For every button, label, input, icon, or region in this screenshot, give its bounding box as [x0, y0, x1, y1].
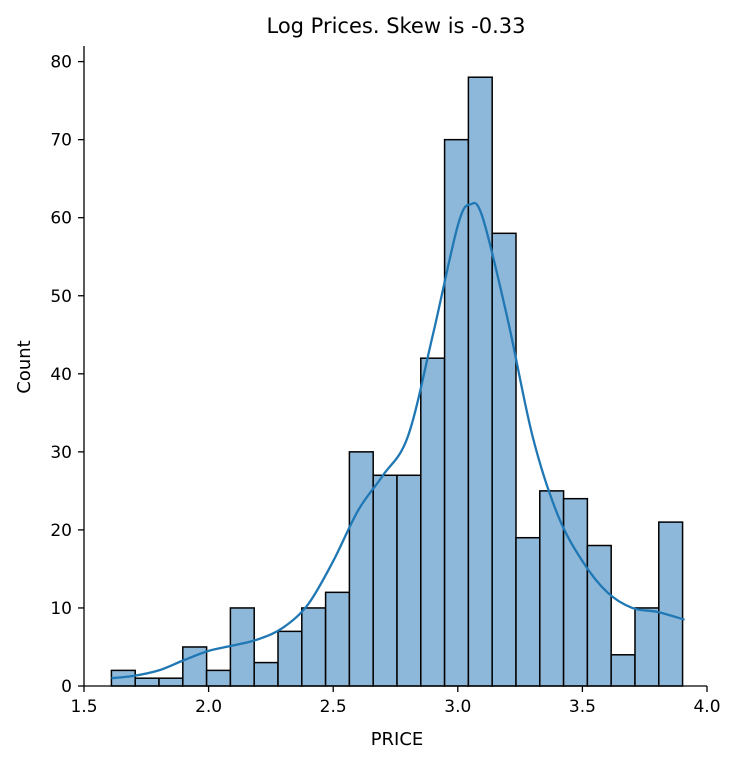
- histogram-bar: [515, 536, 541, 687]
- histogram-bar: [205, 669, 232, 687]
- histogram-bar: [372, 474, 398, 687]
- histogram-bar: [396, 474, 422, 687]
- histogram-bar: [467, 76, 493, 687]
- y-tick-label: 40: [50, 365, 72, 385]
- histogram-bar: [443, 138, 470, 687]
- y-tick-label: 10: [50, 599, 72, 619]
- histogram-bar: [253, 661, 279, 687]
- histogram-bar: [324, 591, 351, 687]
- histogram-bar: [134, 677, 160, 687]
- histogram-bar: [229, 607, 255, 687]
- y-tick-label: 0: [61, 677, 72, 697]
- x-tick-label: 2.5: [320, 697, 347, 717]
- chart-title: Log Prices. Skew is -0.33: [266, 14, 525, 38]
- kde-curve: [111, 201, 685, 680]
- y-tick-label: 30: [50, 443, 72, 463]
- bars-group: [110, 76, 684, 687]
- histogram-bar: [610, 654, 636, 687]
- x-tick-label: 1.5: [70, 697, 97, 717]
- histogram-bar: [277, 630, 303, 687]
- y-ticks-group: 0 10 20 30 40 50 60 70 80: [50, 53, 84, 697]
- x-ticks-group: 1.5 2.0 2.5 3.0 3.5 4.0: [70, 686, 721, 717]
- histogram-bar: [420, 357, 446, 687]
- x-tick-label: 3.5: [569, 697, 596, 717]
- x-tick-label: 4.0: [693, 697, 720, 717]
- y-tick-label: 60: [50, 209, 72, 229]
- y-tick-label: 20: [50, 521, 72, 541]
- histogram-bar: [158, 677, 184, 687]
- y-tick-label: 70: [50, 131, 72, 151]
- histogram-bar: [562, 497, 589, 687]
- histogram-bar: [586, 544, 612, 687]
- y-axis-label: Count: [14, 340, 35, 393]
- x-tick-label: 3.0: [444, 697, 471, 717]
- x-tick-label: 2.0: [195, 697, 222, 717]
- y-tick-label: 80: [50, 53, 72, 73]
- histogram-bar: [658, 521, 684, 687]
- y-tick-label: 50: [50, 287, 72, 307]
- histogram-bar: [301, 607, 327, 687]
- x-axis-label: PRICE: [371, 729, 424, 750]
- histogram-bar: [634, 607, 660, 687]
- histogram-bar: [348, 451, 374, 687]
